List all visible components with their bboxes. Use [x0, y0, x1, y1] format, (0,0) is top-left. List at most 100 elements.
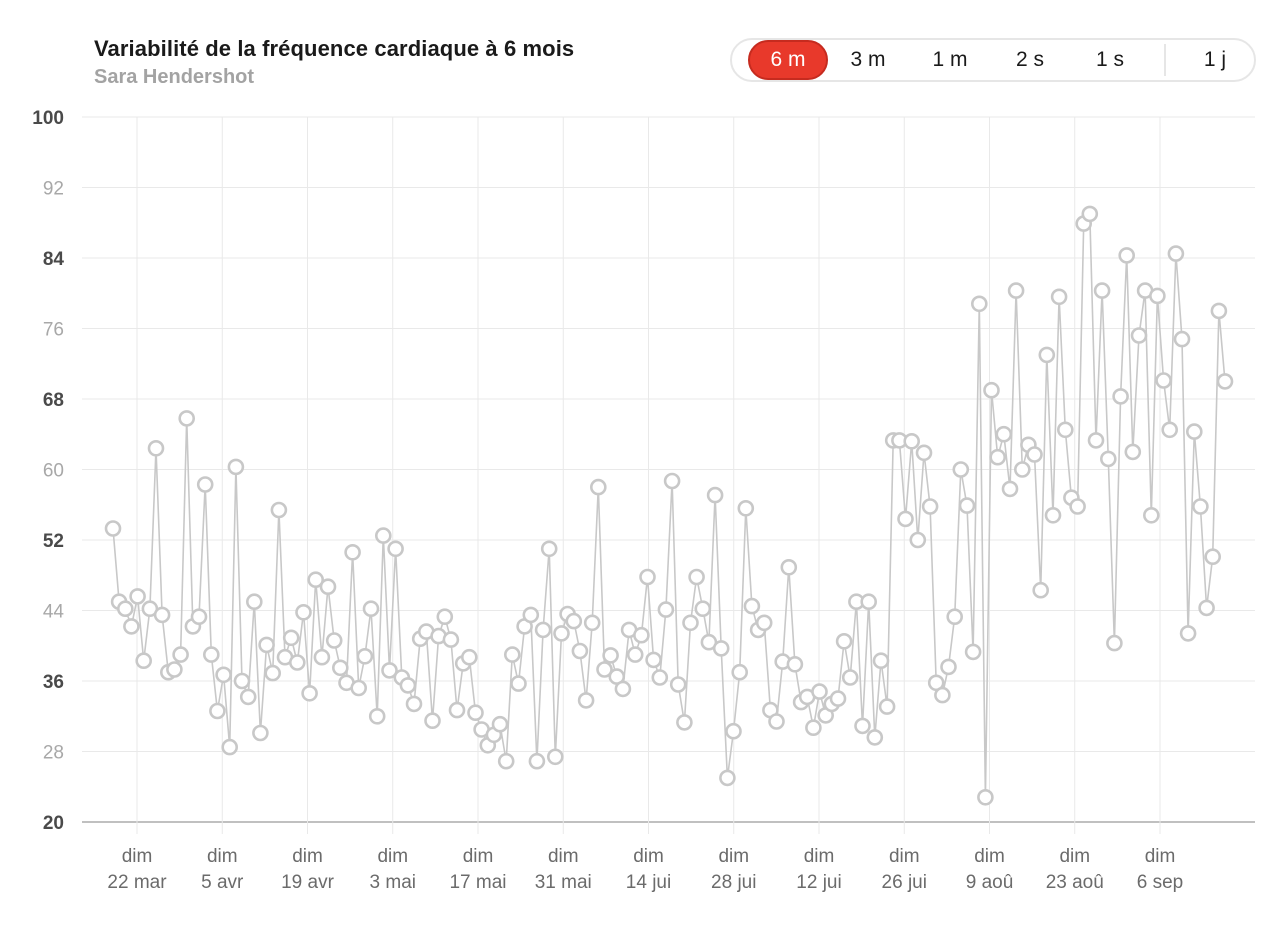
data-point — [221, 738, 238, 756]
x-tick-day-label: dim — [889, 846, 920, 867]
data-point — [510, 675, 527, 692]
range-3m-button[interactable]: 3 m — [850, 48, 886, 71]
data-point — [553, 625, 570, 642]
data-point — [350, 679, 368, 697]
data-point — [1173, 330, 1191, 348]
y-axis-ticks: 100 92 84 76 68 60 52 44 36 28 20 — [32, 108, 64, 834]
y-tick-label: 28 — [43, 743, 64, 764]
data-point — [669, 676, 687, 693]
data-point — [589, 478, 607, 496]
data-point — [546, 748, 564, 766]
y-tick-label: 52 — [43, 531, 64, 552]
data-point — [835, 632, 853, 650]
data-point — [878, 698, 896, 715]
x-tick-date-label: 26 jui — [882, 872, 927, 893]
data-point — [614, 680, 632, 698]
data-point — [829, 690, 847, 707]
data-point — [356, 647, 374, 665]
data-point — [1050, 288, 1068, 306]
data-point — [989, 448, 1007, 466]
data-point — [1112, 388, 1129, 405]
data-point — [1179, 625, 1197, 642]
x-tick-date-label: 28 jui — [711, 872, 756, 893]
range-1m-button[interactable]: 1 m — [932, 48, 968, 71]
x-tick-day-label: dim — [292, 846, 323, 867]
range-1s-button[interactable]: 1 s — [1095, 48, 1124, 71]
data-point — [780, 558, 798, 576]
data-point — [215, 666, 232, 684]
data-point — [503, 646, 521, 663]
data-point — [467, 704, 484, 722]
data-point — [1069, 498, 1086, 515]
data-point — [301, 684, 318, 702]
data-point — [633, 626, 650, 644]
data-point — [172, 646, 189, 663]
data-point — [528, 752, 546, 770]
data-point — [952, 461, 970, 478]
x-tick-day-label: dim — [377, 846, 408, 867]
y-tick-label: 68 — [43, 390, 64, 411]
y-tick-label: 76 — [43, 320, 64, 341]
data-point — [405, 695, 423, 713]
x-tick-day-label: dim — [974, 846, 1005, 867]
range-1j-button[interactable]: 1 j — [1203, 48, 1227, 71]
data-point — [964, 643, 982, 661]
data-point — [651, 669, 669, 686]
data-point — [534, 621, 552, 639]
data-point — [1149, 287, 1166, 305]
data-point — [909, 531, 927, 549]
data-point — [368, 707, 386, 725]
data-point — [344, 543, 361, 561]
data-point — [196, 476, 214, 493]
x-axis-ticks: dim 22 mar dim 5 avr dim 19 avr dim 3 mai dim 17 … — [107, 846, 1183, 893]
data-point — [203, 646, 220, 663]
x-tick-day-label: dim — [718, 846, 749, 867]
data-point — [1161, 421, 1178, 439]
data-point — [1001, 480, 1019, 498]
data-point — [663, 472, 681, 490]
data-point — [209, 702, 226, 720]
range-2s-button[interactable]: 2 s — [1015, 48, 1044, 71]
chart-title: Variabilité de la fréquence cardiaque à … — [94, 36, 575, 61]
data-point — [442, 631, 460, 648]
data-point — [1192, 498, 1209, 515]
x-tick-date-label: 9 aoû — [966, 872, 1014, 893]
data-point — [583, 614, 601, 632]
data-point — [436, 608, 454, 626]
range-selector: 6 m 3 m 1 m 2 s 1 s 1 j — [730, 38, 1256, 82]
data-point — [270, 501, 288, 519]
data-point — [977, 788, 994, 806]
data-point — [233, 672, 251, 690]
data-point — [129, 588, 146, 605]
data-point — [805, 719, 822, 737]
data-point — [940, 658, 957, 676]
data-point — [325, 632, 343, 649]
data-point — [1044, 506, 1062, 524]
range-6m-button[interactable]: 6 m — [748, 40, 828, 80]
x-tick-date-label: 19 avr — [281, 872, 334, 893]
y-tick-label: 84 — [43, 249, 65, 270]
data-point — [264, 664, 282, 682]
data-point — [190, 608, 208, 626]
y-tick-label: 60 — [43, 461, 64, 482]
range-separator — [1164, 44, 1166, 76]
data-point — [497, 752, 515, 770]
data-point — [387, 540, 404, 558]
data-point — [460, 648, 478, 666]
data-point — [743, 597, 761, 615]
data-point — [1155, 372, 1172, 389]
data-point — [448, 701, 466, 719]
data-point — [1081, 205, 1099, 223]
series-layer — [104, 205, 1234, 806]
chart-subtitle: Sara Hendershot — [94, 66, 255, 88]
data-point — [239, 688, 257, 706]
x-tick-day-label: dim — [207, 846, 238, 867]
data-point — [1100, 450, 1117, 468]
data-point — [1143, 506, 1160, 524]
data-point — [491, 715, 509, 733]
data-point — [307, 571, 325, 589]
data-point — [860, 593, 878, 611]
x-tick-date-label: 3 mai — [370, 872, 416, 893]
data-point — [694, 600, 712, 618]
x-tick-day-label: dim — [1145, 846, 1176, 867]
